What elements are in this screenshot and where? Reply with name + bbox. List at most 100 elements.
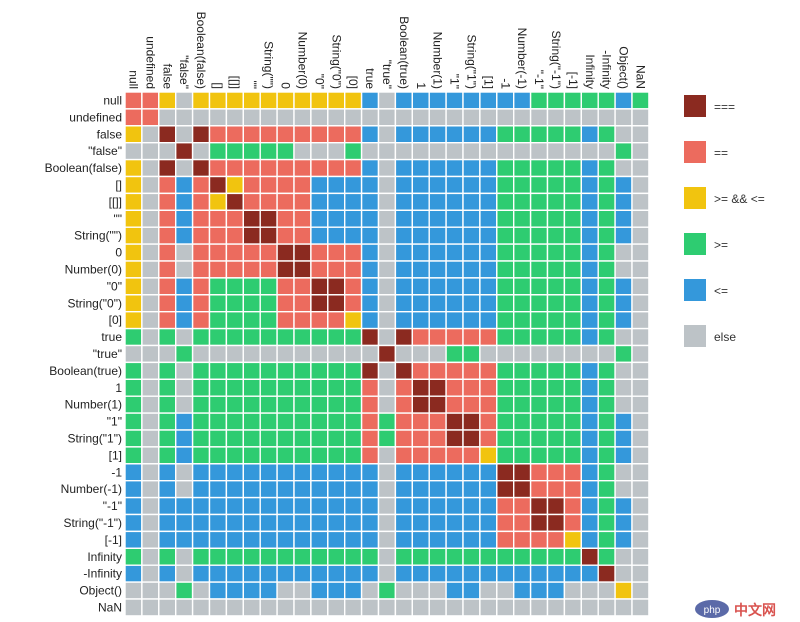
heatmap-cell: String("1") vs null: >= bbox=[124, 429, 143, 448]
heatmap-cell: "false" vs Boolean(false): else bbox=[191, 141, 211, 161]
heatmap-cell: false vs 1: <= bbox=[411, 125, 430, 144]
heatmap-cell: NaN vs "0": else bbox=[310, 598, 329, 617]
heatmap-cell: false vs String("0"): == bbox=[327, 125, 346, 144]
heatmap-cell: [] vs Number(0): == bbox=[293, 175, 312, 195]
heatmap-cell: String("") vs String("1"): <= bbox=[462, 226, 481, 245]
heatmap-cell: -Infinity vs String(""): <= bbox=[259, 564, 278, 583]
heatmap-cell: "" vs "0": <= bbox=[310, 209, 329, 228]
heatmap-cell: String("") vs Number(0): == bbox=[293, 226, 312, 245]
heatmap-cell: [[]] vs [0]: <= bbox=[344, 192, 363, 211]
heatmap-cell: Boolean(true) vs undefined: else bbox=[141, 361, 160, 380]
heatmap-cell: "true" vs "false": >= bbox=[174, 344, 194, 364]
heatmap-cell: [-1] vs []: <= bbox=[208, 530, 228, 550]
row-label: [0] bbox=[109, 313, 122, 327]
heatmap-cell: undefined vs "true": else bbox=[377, 108, 397, 127]
legend-label: <= bbox=[714, 284, 728, 298]
heatmap-cell: [] vs [1]: <= bbox=[479, 175, 498, 195]
legend-label: >= bbox=[714, 238, 728, 252]
heatmap-cell: "true" vs [0]: else bbox=[344, 344, 363, 364]
heatmap-cell: Boolean(false) vs Number(0): == bbox=[293, 158, 312, 178]
heatmap-cell: NaN vs -1: else bbox=[496, 598, 515, 617]
heatmap-cell: 0 vs -1: >= bbox=[496, 243, 515, 262]
heatmap-cell: Object() vs String("0"): <= bbox=[327, 581, 346, 600]
heatmap-cell: -1 vs Boolean(true): <= bbox=[394, 463, 413, 482]
heatmap-cell: Boolean(false) vs String("0"): == bbox=[327, 158, 346, 178]
heatmap-cell: "0" vs "false": <= bbox=[174, 277, 194, 296]
heatmap-cell: "" vs "1": <= bbox=[445, 209, 464, 228]
legend-swatch bbox=[684, 187, 706, 209]
heatmap-cell: String("1") vs [-1]: >= bbox=[563, 429, 583, 448]
heatmap-cell: null vs "1": <= bbox=[445, 91, 464, 110]
heatmap-cell: "true" vs [-1]: else bbox=[563, 344, 583, 364]
heatmap-cell: [[]] vs undefined: else bbox=[141, 192, 160, 211]
heatmap-cell: "true" vs Boolean(true): else bbox=[394, 344, 413, 364]
column-label: Number(1) bbox=[431, 32, 445, 89]
heatmap-cell: Number(1) vs "-1": >= bbox=[529, 395, 549, 414]
heatmap-cell: Number(-1) vs "false": else bbox=[174, 480, 194, 499]
heatmap-cell: Number(0) vs Infinity: <= bbox=[580, 260, 599, 279]
heatmap-cell: [-1] vs [[]]: <= bbox=[225, 530, 244, 550]
row-label: Object() bbox=[79, 584, 122, 598]
heatmap-cell: [0] vs false: == bbox=[158, 311, 177, 330]
heatmap-cell: Boolean(true) vs [0]: >= bbox=[344, 361, 363, 380]
legend-label: === bbox=[714, 100, 735, 114]
heatmap-cell: null vs "": >= && <= bbox=[242, 91, 261, 110]
heatmap-cell: String("") vs [-1]: >= bbox=[563, 226, 583, 245]
heatmap-cell: 0 vs [1]: <= bbox=[479, 243, 498, 262]
heatmap-cell: String("1") vs [1]: == bbox=[479, 429, 498, 448]
heatmap-cell: Number(1) vs String("1"): == bbox=[462, 395, 481, 414]
heatmap-cell: Number(1) vs String("0"): >= bbox=[327, 395, 346, 414]
heatmap-cell: String("") vs [1]: <= bbox=[479, 226, 498, 245]
heatmap-cell: [0] vs -Infinity: >= bbox=[597, 311, 616, 330]
heatmap-cell: Number(0) vs -1: >= bbox=[496, 260, 515, 279]
heatmap-cell: true vs Number(1): == bbox=[428, 327, 447, 347]
heatmap-cell: [] vs "false": <= bbox=[174, 175, 194, 195]
heatmap-cell: [1] vs NaN: else bbox=[631, 446, 650, 465]
heatmap-cell: "0" vs Number(0): == bbox=[293, 277, 312, 296]
heatmap-cell: "false" vs "0": else bbox=[310, 141, 329, 161]
heatmap-cell: "1" vs true: == bbox=[360, 412, 380, 431]
heatmap-cell: 0 vs [0]: == bbox=[344, 243, 363, 262]
heatmap-cell: String("0") vs [1]: <= bbox=[479, 294, 498, 313]
heatmap-cell: false vs -Infinity: >= bbox=[597, 125, 616, 144]
heatmap-cell: "0" vs 0: == bbox=[276, 277, 295, 296]
heatmap-cell: 1 vs Number(1): === bbox=[428, 378, 447, 397]
heatmap-cell: -1 vs Number(1): <= bbox=[428, 463, 447, 482]
heatmap-cell: null vs Object(): <= bbox=[614, 91, 633, 110]
heatmap-cell: [0] vs []: >= bbox=[208, 311, 228, 330]
heatmap-cell: -1 vs null: <= bbox=[124, 463, 143, 482]
heatmap-cell: Number(1) vs [-1]: >= bbox=[563, 395, 583, 414]
heatmap-cell: true vs null: >= bbox=[124, 327, 143, 347]
heatmap-cell: "0" vs [[]]: >= bbox=[225, 277, 244, 296]
heatmap-cell: "true" vs [[]]: else bbox=[225, 344, 244, 364]
heatmap-cell: Infinity vs "1": >= bbox=[445, 547, 464, 566]
heatmap-cell: -Infinity vs NaN: else bbox=[631, 564, 650, 583]
heatmap-cell: Object() vs String(""): <= bbox=[259, 581, 278, 600]
heatmap-cell: "-1" vs Boolean(false): <= bbox=[191, 496, 211, 516]
heatmap-cell: NaN vs false: else bbox=[158, 598, 177, 617]
heatmap-cell: "" vs "true": else bbox=[377, 209, 397, 228]
heatmap-cell: false vs Infinity: <= bbox=[580, 125, 599, 144]
heatmap-cell: undefined vs "false": else bbox=[174, 108, 194, 127]
heatmap-cell: [[]] vs String(""): == bbox=[259, 192, 278, 211]
row-label: [1] bbox=[109, 448, 122, 462]
heatmap-cell: Number(1) vs undefined: else bbox=[141, 395, 160, 414]
heatmap-cell: String("") vs "1": <= bbox=[445, 226, 464, 245]
heatmap-cell: "" vs Object(): <= bbox=[614, 209, 633, 228]
row-label: [-1] bbox=[105, 533, 122, 547]
heatmap-cell: null vs null: == bbox=[124, 91, 143, 110]
heatmap-cell: -Infinity vs Number(-1): <= bbox=[513, 564, 532, 583]
heatmap-cell: "false" vs "false": === bbox=[174, 141, 194, 161]
heatmap-cell: "1" vs Object(): <= bbox=[614, 412, 633, 431]
heatmap-cell: [0] vs undefined: else bbox=[141, 311, 160, 330]
heatmap-cell: -1 vs String(""): <= bbox=[259, 463, 278, 482]
heatmap-cell: -1 vs "": <= bbox=[242, 463, 261, 482]
heatmap-cell: [] vs 1: <= bbox=[411, 175, 430, 195]
heatmap-cell: Infinity vs Boolean(false): >= bbox=[191, 547, 211, 566]
row-label: false bbox=[97, 127, 123, 141]
heatmap-cell: [[]] vs -Infinity: >= bbox=[597, 192, 616, 211]
heatmap-cell: String("") vs Infinity: <= bbox=[580, 226, 599, 245]
heatmap-cell: [] vs null: >= && <= bbox=[124, 175, 143, 195]
heatmap-cell: [[]] vs false: == bbox=[158, 192, 177, 211]
heatmap-cell: Object() vs true: else bbox=[360, 581, 380, 600]
